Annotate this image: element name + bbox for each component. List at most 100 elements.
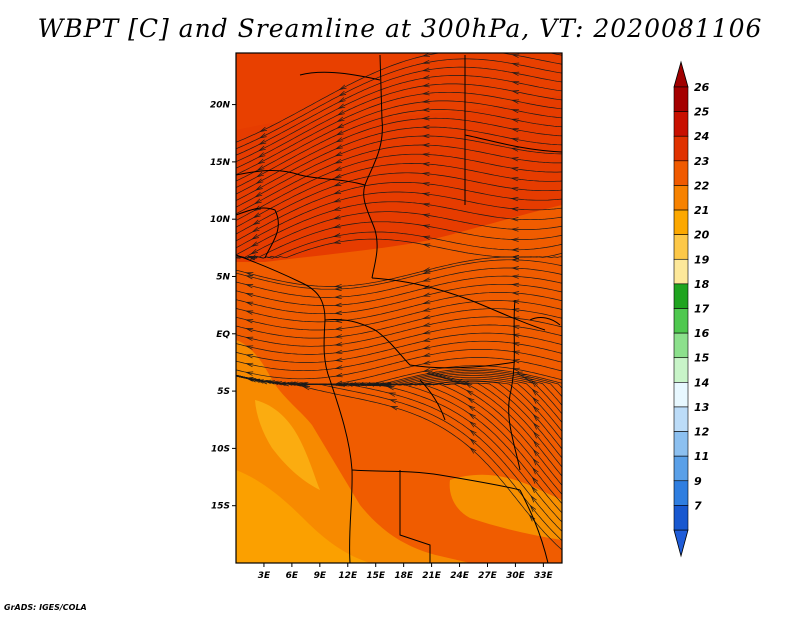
colorbar-label: 12 <box>694 426 710 439</box>
streamline-arrowhead <box>421 59 430 65</box>
streamline-arrowhead <box>468 412 476 420</box>
colorbar-label: 7 <box>694 499 702 512</box>
colorbar-swatch <box>673 505 689 531</box>
streamline-arrowhead <box>510 274 519 279</box>
streamline-arrowhead <box>510 137 519 142</box>
lon-tick-label: 33E <box>534 571 554 581</box>
colorbar: 26 25 24 23 22 21 20 19 18 17 16 15 14 13 12 11 9 7 <box>673 60 710 558</box>
streamline-arrowhead <box>421 133 430 139</box>
streamline-arrowhead <box>245 345 254 350</box>
streamline <box>236 283 562 315</box>
colorbar-swatch <box>673 185 689 211</box>
lat-tick-label: 20N <box>210 101 231 111</box>
colorbar-label: 24 <box>694 130 709 143</box>
streamline <box>236 292 562 323</box>
streamline-arrowhead <box>421 162 430 167</box>
lon-tick-label: 15E <box>366 571 386 581</box>
colorbar-swatch <box>673 406 689 432</box>
streamline-arrowhead <box>334 144 343 150</box>
streamline-arrowhead <box>530 495 537 503</box>
streamline-arrowhead <box>529 504 537 512</box>
streamline-arrowhead <box>532 396 539 404</box>
colorbar-swatch <box>673 258 689 285</box>
streamline-arrowhead <box>422 352 431 358</box>
streamline-arrowhead <box>511 291 520 296</box>
streamline-arrowhead <box>510 167 519 172</box>
streamline-arrowhead <box>334 334 343 339</box>
streamline-arrowhead <box>421 171 430 177</box>
colorbar-label: 26 <box>694 81 710 94</box>
streamline-arrowhead <box>245 292 254 298</box>
streamline-arrowhead <box>389 406 398 411</box>
streamline-arrowhead <box>333 181 342 187</box>
lon-tick-label: 12E <box>338 571 358 581</box>
colorbar-swatch <box>673 308 689 334</box>
lon-tick-label: 3E <box>258 571 271 581</box>
streamline-arrowhead <box>510 266 519 271</box>
streamlines <box>236 53 562 551</box>
streamline-arrowhead <box>421 53 430 57</box>
streamline-arrowhead <box>530 485 538 494</box>
streamline-arrowhead <box>245 275 254 280</box>
lon-tick-label: 9E <box>314 571 327 581</box>
streamline <box>236 349 562 380</box>
streamline-arrowhead <box>250 241 259 247</box>
streamline <box>548 53 562 56</box>
streamline-arrowhead <box>532 413 540 421</box>
streamline-arrowhead <box>530 380 538 388</box>
streamline-arrowhead <box>510 118 519 123</box>
streamline-arrowhead <box>510 217 519 222</box>
streamline-arrowhead <box>333 286 342 292</box>
streamline-arrowhead <box>245 301 254 306</box>
streamline-arrowhead <box>254 191 263 198</box>
streamline-arrowhead <box>336 123 344 129</box>
streamline-arrowhead <box>256 171 264 178</box>
streamline-arrowhead <box>510 207 519 212</box>
streamline-arrowhead <box>422 224 431 229</box>
streamline-arrowhead <box>522 376 531 381</box>
streamline-arrowhead <box>337 97 346 103</box>
map-title: WBPT [C] and Sreamline at 300hPa, VT: 20… <box>37 14 763 43</box>
streamline <box>236 256 562 287</box>
lon-tick-label: 27E <box>478 571 498 581</box>
streamline-arrowhead <box>510 157 519 162</box>
streamline-arrowhead <box>422 235 431 240</box>
colorbar-bottom-arrow <box>673 529 689 558</box>
streamline-arrowhead <box>531 388 539 396</box>
streamline-arrowhead <box>334 357 343 362</box>
streamline-arrowhead <box>337 103 346 109</box>
streamline-arrowhead <box>532 405 540 413</box>
streamline-arrowhead <box>334 151 343 157</box>
streamline-arrowhead <box>257 158 265 165</box>
streamline-arrowhead <box>422 314 431 320</box>
streamline-arrowhead <box>421 83 430 88</box>
streamline-arrowhead <box>464 382 473 389</box>
streamline-arrowhead <box>421 192 430 197</box>
streamline-arrowhead <box>510 127 519 133</box>
streamline-arrowhead <box>256 165 265 171</box>
streamline-arrowhead <box>421 152 430 157</box>
streamline-arrowhead <box>510 227 519 232</box>
streamline-arrowhead <box>421 202 430 207</box>
streamline-arrowhead <box>334 365 343 370</box>
streamline <box>236 332 562 363</box>
streamline-arrowhead <box>510 196 519 202</box>
streamline-arrowhead <box>333 310 343 315</box>
streamline-arrowhead <box>251 226 260 233</box>
streamline-arrowhead <box>302 386 311 391</box>
colorbar-swatch <box>673 111 689 137</box>
streamline-arrowhead <box>422 337 431 342</box>
streamline-arrowhead <box>338 84 347 90</box>
lon-tick-label: 21E <box>422 571 442 581</box>
lon-tick-label: 18E <box>394 571 414 581</box>
colorbar-label: 23 <box>694 155 710 168</box>
streamline-arrowhead <box>252 212 261 219</box>
colorbar-swatch <box>673 382 689 408</box>
streamline-arrowhead <box>422 243 431 248</box>
streamline-arrowhead <box>332 206 341 211</box>
streamline-arrowhead <box>469 446 477 454</box>
streamline-arrowhead <box>511 350 520 355</box>
streamline-arrowhead <box>245 284 254 289</box>
streamline-arrowhead <box>422 360 431 365</box>
